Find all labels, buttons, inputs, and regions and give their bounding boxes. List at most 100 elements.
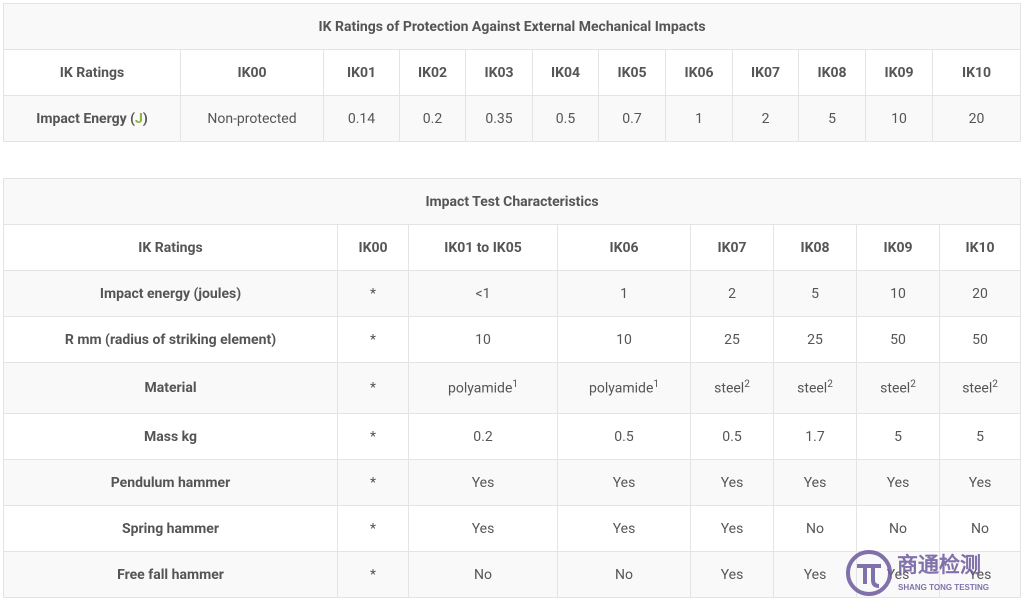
cell: Yes (773, 459, 857, 506)
header-cell: IK Ratings (3, 49, 181, 96)
header-cell: IK07 (690, 224, 774, 271)
cell: 2 (690, 270, 774, 317)
cell-text: ) (142, 110, 148, 127)
cell: Yes (773, 551, 857, 598)
cell: Yes (856, 459, 940, 506)
cell: 10 (557, 316, 691, 363)
footnote-ref: 1 (653, 379, 659, 391)
cell: polyamide1 (557, 362, 691, 414)
cell: 5 (856, 413, 940, 460)
cell: Yes (408, 505, 558, 552)
watermark-subtitle: SHANG TONG TESTING (898, 583, 989, 592)
cell: 1 (557, 270, 691, 317)
cell: 2 (732, 95, 799, 142)
cell: Yes (690, 459, 774, 506)
row-label: Free fall hammer (3, 551, 338, 598)
cell: 0.2 (399, 95, 466, 142)
cell: Yes (557, 505, 691, 552)
ik-ratings-table: IK Ratings of Protection Against Externa… (2, 3, 1022, 142)
cell: No (557, 551, 691, 598)
cell: Yes (938, 459, 1022, 506)
cell: 1 (665, 95, 733, 142)
watermark: 商通检测 SHANG TONG TESTING (846, 550, 989, 596)
cell-text: polyamide (447, 380, 513, 397)
logo-mark (857, 564, 881, 588)
row-label: Spring hammer (3, 505, 338, 552)
cell: 25 (690, 316, 774, 363)
header-cell: IK04 (532, 49, 599, 96)
header-cell: IK09 (856, 224, 940, 271)
impact-test-table: Impact Test Characteristics IK Ratings IK0… (2, 178, 1022, 598)
table-row: Impact energy (joules) * <1 1 2 5 10 20 (3, 270, 1022, 317)
row-label: Impact Energy (J) (3, 95, 181, 142)
row-label: R mm (radius of striking element) (3, 316, 338, 363)
header-cell: IK08 (773, 224, 857, 271)
cell: 5 (773, 270, 857, 317)
header-cell: IK08 (798, 49, 866, 96)
header-cell: IK00 (180, 49, 324, 96)
row-label: Material (3, 362, 338, 414)
cell: * (337, 270, 409, 317)
header-cell: IK Ratings (3, 224, 338, 271)
cell: 50 (856, 316, 940, 363)
watermark-name: 商通检测 (897, 553, 981, 577)
cell: 0.5 (532, 95, 599, 142)
cell-text: steel (962, 380, 993, 397)
cell: Yes (690, 551, 774, 598)
cell: 0.5 (690, 413, 774, 460)
cell: * (337, 316, 409, 363)
cell: * (337, 413, 409, 460)
header-cell: IK09 (865, 49, 933, 96)
header-cell: IK07 (732, 49, 799, 96)
footnote-ref: 1 (512, 379, 518, 391)
cell: steel2 (773, 362, 857, 414)
footnote-ref: 2 (992, 379, 998, 391)
cell: 5 (938, 413, 1022, 460)
cell: * (337, 551, 409, 598)
cell: No (408, 551, 558, 598)
table-row: Mass kg * 0.2 0.5 0.5 1.7 5 5 (3, 413, 1022, 460)
footnote-ref: 2 (827, 379, 833, 391)
header-cell: IK01 to IK05 (408, 224, 558, 271)
unit: J (135, 110, 143, 127)
cell: 0.2 (408, 413, 558, 460)
cell: Yes (557, 459, 691, 506)
table-row: Pendulum hammer * Yes Yes Yes Yes Yes Yes (3, 459, 1022, 506)
cell-text: Impact Energy ( (36, 110, 136, 127)
footnote-ref: 2 (744, 379, 750, 391)
cell: * (337, 362, 409, 414)
table-row: IK Ratings of Protection Against Externa… (2, 3, 1022, 50)
cell: steel2 (938, 362, 1022, 414)
header-cell: IK06 (665, 49, 733, 96)
cell: 10 (865, 95, 933, 142)
table-row: Material * polyamide1 polyamide1 steel2 steel… (3, 362, 1022, 414)
cell: polyamide1 (408, 362, 558, 414)
cell: * (337, 505, 409, 552)
row-label: Mass kg (3, 413, 338, 460)
table-title: Impact Test Characteristics (2, 178, 1022, 225)
footnote-ref: 2 (910, 379, 916, 391)
header-cell: IK02 (399, 49, 466, 96)
cell: No (856, 505, 940, 552)
cell: Non-protected (180, 95, 324, 142)
cell: 0.5 (557, 413, 691, 460)
header-cell: IK01 (323, 49, 400, 96)
table-row: R mm (radius of striking element) * 10 10 25… (3, 316, 1022, 363)
cell: No (773, 505, 857, 552)
cell: <1 (408, 270, 558, 317)
table-row: Impact Energy (J) Non-protected 0.14 0.2 0.3… (3, 95, 1022, 142)
cell-text: steel (797, 380, 828, 397)
header-cell: IK03 (465, 49, 533, 96)
cell: Yes (690, 505, 774, 552)
header-cell: IK10 (931, 49, 1022, 96)
table-title: IK Ratings of Protection Against Externa… (2, 3, 1022, 50)
table-row: Impact Test Characteristics (2, 178, 1022, 225)
header-cell: IK06 (557, 224, 691, 271)
row-label: Pendulum hammer (3, 459, 338, 506)
table-row: Spring hammer * Yes Yes Yes No No No (3, 505, 1022, 552)
header-cell: IK00 (337, 224, 409, 271)
cell: Yes (408, 459, 558, 506)
header-cell: IK10 (938, 224, 1022, 271)
cell: 10 (856, 270, 940, 317)
cell: 20 (931, 95, 1022, 142)
